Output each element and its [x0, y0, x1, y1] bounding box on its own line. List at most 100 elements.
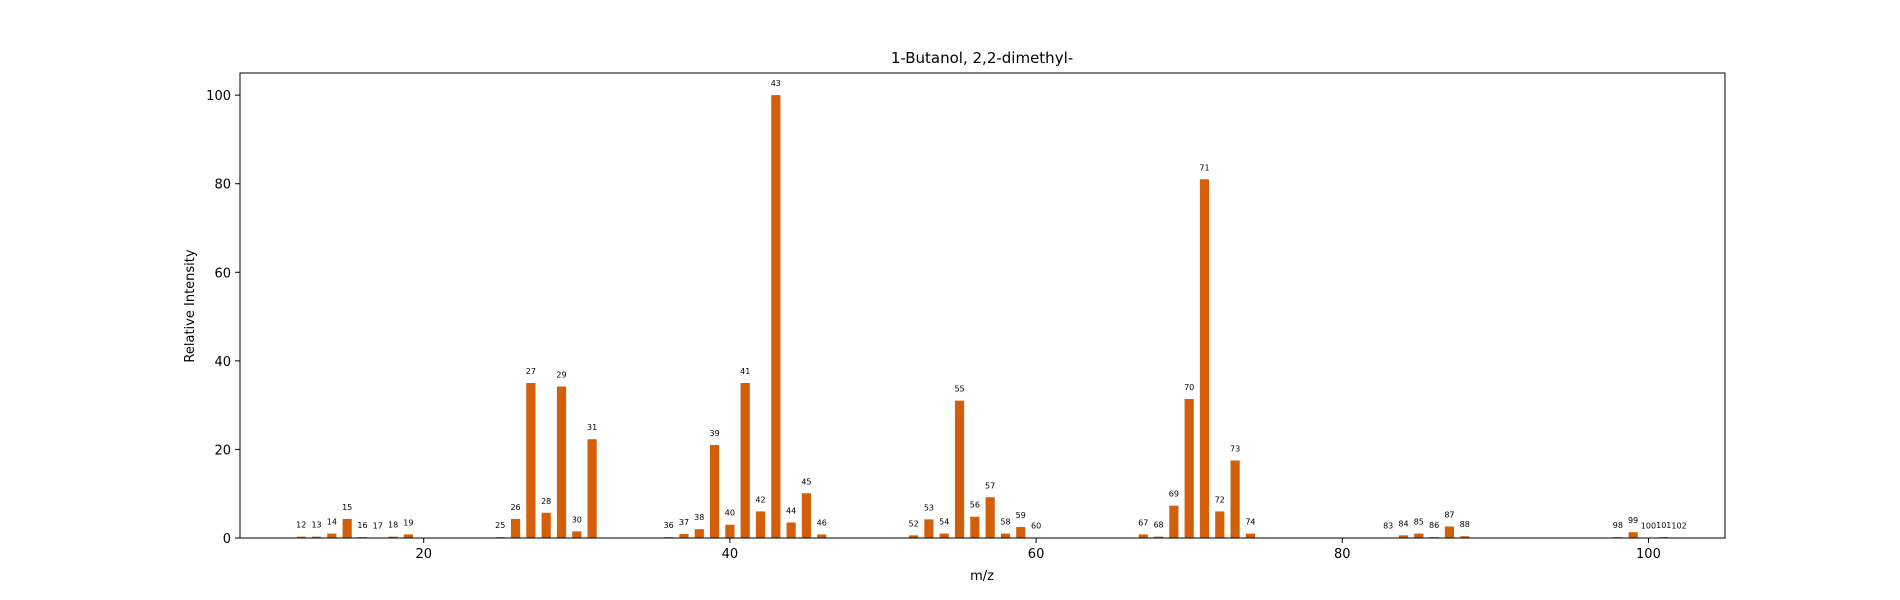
- bar-label-mz-86: 86: [1429, 521, 1439, 530]
- bar-label-mz-56: 56: [970, 501, 980, 510]
- x-tick-label: 20: [415, 547, 432, 562]
- bar-label-mz-67: 67: [1138, 518, 1148, 527]
- bar-label-mz-30: 30: [572, 515, 582, 524]
- bar-label-mz-98: 98: [1613, 521, 1623, 530]
- bar-label-mz-53: 53: [924, 503, 934, 512]
- bar-labels: 12 13 14 15 16 17 18 19 25 26 27 28 29 30 31 36 37 38 39 40…: [296, 79, 1687, 530]
- bar-mz-38: [694, 529, 704, 538]
- bar-label-mz-57: 57: [985, 481, 995, 490]
- bar-mz-68: [1153, 536, 1164, 538]
- bar-mz-26: [510, 518, 521, 538]
- bar-label-mz-68: 68: [1153, 521, 1163, 530]
- y-tick-label: 20: [214, 443, 231, 458]
- bar-mz-72: [1215, 511, 1225, 538]
- bar-label-mz-43: 43: [771, 79, 781, 88]
- x-axis-label: m/z: [970, 569, 994, 584]
- bar-mz-74: [1245, 533, 1256, 538]
- bar-mz-46: [817, 534, 827, 538]
- bar-label-mz-42: 42: [755, 495, 765, 504]
- bar-label-mz-31: 31: [587, 423, 597, 432]
- bar-label-mz-85: 85: [1414, 518, 1424, 527]
- bar-label-mz-13: 13: [311, 521, 321, 530]
- y-tick-label: 80: [214, 178, 231, 193]
- x-tick-label: 100: [1636, 547, 1661, 562]
- x-tick-label: 40: [722, 547, 739, 562]
- bar-label-mz-36: 36: [664, 521, 674, 530]
- bar-mz-71: [1199, 179, 1210, 539]
- bar-label-mz-27: 27: [526, 367, 536, 376]
- bar-label-mz-73: 73: [1230, 445, 1240, 454]
- bar-mz-45: [801, 493, 812, 538]
- bar-label-mz-40: 40: [725, 509, 735, 518]
- bar-label-mz-100: 100: [1641, 522, 1656, 531]
- bar-mz-88: [1460, 536, 1470, 538]
- bar-mz-31: [587, 439, 597, 538]
- plot-frame: [239, 72, 1726, 539]
- bar-label-mz-54: 54: [939, 518, 949, 527]
- bar-label-mz-84: 84: [1398, 519, 1408, 528]
- bar-label-mz-15: 15: [342, 503, 352, 512]
- chart-title: 1-Butanol, 2,2-dimethyl-: [891, 49, 1073, 67]
- bar-label-mz-26: 26: [510, 503, 520, 512]
- bar-mz-28: [541, 512, 551, 538]
- bar-mz-37: [679, 534, 689, 538]
- bar-label-mz-16: 16: [357, 521, 367, 530]
- y-tick-label: 40: [214, 355, 231, 370]
- bar-mz-42: [755, 511, 766, 538]
- bar-label-mz-19: 19: [403, 518, 413, 527]
- bar-mz-27: [526, 383, 536, 538]
- bar-label-mz-29: 29: [556, 371, 566, 380]
- bar-mz-55: [954, 400, 965, 538]
- x-tick-label: 60: [1028, 547, 1045, 562]
- x-tick-label: 80: [1334, 547, 1351, 562]
- y-axis-ticks: 0 20 40 60 80 100: [206, 89, 240, 547]
- bar-mz-85: [1414, 533, 1424, 538]
- bar-mz-13: [311, 536, 322, 538]
- y-axis-label: Relative Intensity: [183, 249, 198, 362]
- bar-mz-70: [1184, 398, 1194, 538]
- bar-mz-44: [786, 522, 796, 538]
- bar-series: [296, 95, 1684, 539]
- bar-label-mz-25: 25: [495, 521, 505, 530]
- bar-label-mz-102: 102: [1671, 522, 1686, 531]
- bar-label-mz-70: 70: [1184, 383, 1194, 392]
- bar-mz-57: [985, 497, 995, 538]
- bar-mz-43: [771, 95, 781, 538]
- bar-label-mz-12: 12: [296, 521, 306, 530]
- bar-label-mz-38: 38: [694, 513, 704, 522]
- bar-label-mz-28: 28: [541, 497, 551, 506]
- bar-mz-84: [1398, 535, 1409, 538]
- bar-mz-67: [1138, 534, 1148, 538]
- bar-mz-59: [1016, 526, 1026, 538]
- bar-label-mz-55: 55: [954, 385, 964, 394]
- bar-mz-69: [1169, 505, 1179, 538]
- bar-label-mz-58: 58: [1000, 518, 1010, 527]
- bar-mz-14: [327, 533, 337, 538]
- x-axis-ticks: 20 40 60 80 100: [415, 538, 1661, 562]
- bar-label-mz-87: 87: [1444, 510, 1454, 519]
- bar-mz-87: [1444, 526, 1455, 538]
- bar-label-mz-69: 69: [1169, 490, 1179, 499]
- bar-label-mz-44: 44: [786, 507, 796, 516]
- bar-mz-73: [1230, 460, 1240, 538]
- bar-mz-99: [1628, 532, 1638, 538]
- bar-mz-29: [556, 386, 567, 538]
- y-tick-label: 100: [206, 89, 231, 104]
- bar-label-mz-72: 72: [1215, 495, 1225, 504]
- bar-mz-53: [924, 519, 934, 538]
- bar-mz-40: [725, 524, 735, 538]
- bar-mz-54: [939, 533, 949, 538]
- bar-label-mz-14: 14: [327, 518, 337, 527]
- bar-mz-12: [296, 536, 306, 538]
- bar-label-mz-39: 39: [709, 429, 719, 438]
- bar-label-mz-18: 18: [388, 521, 398, 530]
- bar-mz-52: [909, 535, 919, 538]
- bar-mz-15: [342, 518, 352, 538]
- bar-mz-30: [572, 531, 582, 538]
- bar-label-mz-46: 46: [817, 518, 827, 527]
- bar-mz-19: [403, 534, 413, 538]
- bar-label-mz-74: 74: [1245, 518, 1255, 527]
- bar-mz-41: [740, 383, 750, 538]
- y-tick-label: 0: [223, 532, 231, 547]
